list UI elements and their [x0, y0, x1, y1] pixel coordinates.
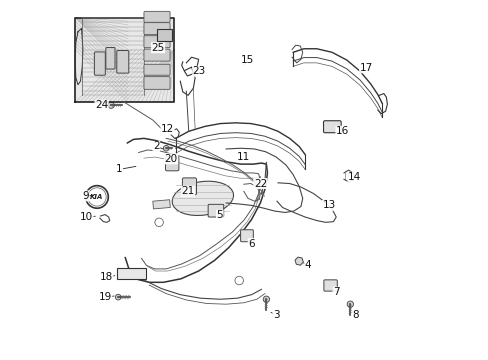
Circle shape [163, 145, 169, 151]
Text: 3: 3 [272, 310, 279, 320]
FancyBboxPatch shape [323, 121, 341, 133]
Text: 11: 11 [237, 152, 250, 162]
Bar [117, 268, 145, 279]
Text: 2: 2 [153, 141, 159, 152]
Text: 25: 25 [151, 43, 164, 53]
Text: 9: 9 [82, 191, 89, 201]
Text: 15: 15 [240, 55, 253, 65]
FancyBboxPatch shape [240, 230, 253, 242]
Text: 24: 24 [95, 100, 108, 110]
FancyBboxPatch shape [143, 77, 170, 89]
Text: 5: 5 [216, 210, 223, 220]
FancyBboxPatch shape [105, 48, 115, 69]
FancyBboxPatch shape [143, 49, 170, 61]
Circle shape [263, 296, 269, 302]
Text: 13: 13 [322, 201, 335, 210]
FancyBboxPatch shape [143, 36, 170, 48]
Text: 4: 4 [304, 260, 311, 270]
Bar [152, 200, 170, 209]
Text: 20: 20 [164, 154, 177, 164]
Text: KIA: KIA [90, 194, 103, 200]
Text: 16: 16 [335, 126, 348, 136]
FancyBboxPatch shape [208, 204, 223, 217]
Text: 18: 18 [100, 272, 113, 282]
FancyBboxPatch shape [323, 280, 337, 291]
Text: 17: 17 [359, 63, 372, 73]
FancyBboxPatch shape [117, 50, 128, 73]
FancyBboxPatch shape [165, 157, 179, 171]
Ellipse shape [172, 181, 233, 216]
Text: 12: 12 [161, 124, 174, 134]
Text: 22: 22 [253, 179, 266, 189]
Circle shape [346, 301, 353, 307]
Circle shape [108, 102, 114, 108]
FancyBboxPatch shape [143, 23, 170, 35]
Text: 7: 7 [332, 287, 339, 297]
Text: 21: 21 [181, 186, 194, 196]
Text: 23: 23 [192, 66, 205, 76]
Text: 19: 19 [98, 292, 112, 302]
Bar [75, 18, 174, 102]
FancyBboxPatch shape [143, 12, 170, 22]
Circle shape [115, 294, 121, 300]
FancyBboxPatch shape [157, 29, 172, 41]
Text: 14: 14 [347, 172, 361, 182]
Text: 10: 10 [80, 212, 93, 222]
Text: 6: 6 [248, 239, 254, 248]
FancyBboxPatch shape [94, 52, 105, 75]
Text: 8: 8 [351, 310, 358, 320]
FancyBboxPatch shape [182, 178, 196, 195]
Text: 1: 1 [116, 165, 122, 174]
FancyBboxPatch shape [143, 64, 170, 75]
